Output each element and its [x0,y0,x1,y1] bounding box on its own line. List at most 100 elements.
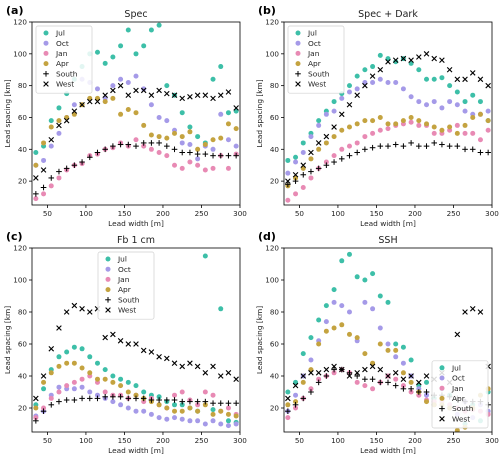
panel-c-point-jul [118,376,124,382]
panel-d-point-apr [354,335,360,341]
panel-d-point-apr [362,351,368,357]
panel-a-xtick-label: 250 [195,209,209,218]
panel-d-point-west-b [292,382,299,389]
panel-b-point-west [392,57,399,63]
panel-c-point-south [217,400,224,406]
panel-a-point-jul [164,83,170,89]
panel-a-point-west-b [110,87,116,94]
panel-d-point-south [354,373,360,379]
panel-b-ytick-label: 60 [270,113,280,122]
panel-c-xtick-label: 300 [233,436,247,445]
panel-b-point-apr [393,121,399,127]
panel-b-point-west [377,66,384,73]
panel-a-point-apr [56,118,62,124]
panel-b-point-oct [416,99,422,105]
panel-c-point-apr [202,402,208,408]
panel-b-ytick-label: 80 [270,81,280,90]
panel-c-point-south [94,395,101,402]
panel-b-point-jul [393,59,399,65]
panel-d-legend-south: South [452,404,474,413]
panel-a-point-apr [218,135,224,141]
panel-c-legend-marker-south [105,297,111,303]
panel-a-point-west-b [202,92,209,98]
panel-b-point-jan [385,126,391,132]
panel-b-point-south [400,143,407,149]
panel-c-point-west [125,341,132,347]
panel-a-point-jul [218,64,224,70]
panel-a-point-west [110,87,116,94]
panel-b-point-apr [339,127,345,133]
panel-b-point-west [400,55,407,62]
panel-b-point-south [308,168,314,175]
panel-c-point-oct [56,384,62,390]
panel-c-point-south [187,398,193,405]
panel-c-point-south [148,397,155,403]
panel-d-point-west-b [300,373,307,379]
panel-d-point-oct [339,303,345,309]
panel-a-ylabel: Lead spacing [km] [3,79,12,147]
panel-d-point-jul [354,274,360,280]
panel-b-point-oct [462,108,468,114]
panel-c-point-apr [48,370,54,376]
panel-b-point-south [300,171,307,178]
panel-c-point-west-b [202,370,209,376]
panel-b-point-oct [485,108,491,114]
panel-c-point-south [164,397,170,403]
panel-a-xlabel: Lead width [m] [108,219,164,228]
panel-a-point-south [94,149,101,156]
panel-a-point-apr [172,130,178,136]
panel-c-point-west [194,363,201,370]
panel-a-point-west-b [233,105,239,111]
panel-c-legend-marker-jan [105,276,111,282]
panel-b-point-south [423,143,430,149]
panel-d-point-south [377,379,384,386]
panel-d-point-apr [454,427,460,432]
panel-a-point-south [33,191,39,197]
panel-c-point-south [194,398,201,405]
panel-c-xtick-label: 50 [43,436,53,445]
panel-b-point-south [354,149,360,156]
panel-d-point-jul [316,317,322,323]
panel-a-point-south [171,146,178,153]
panel-d-point-west [331,363,337,370]
panel-c-ytick-label: 100 [13,276,27,285]
panel-d-legend-marker-west-b [439,416,445,422]
panel-b-point-west-b [416,54,422,60]
panel-d-ytick-label: 80 [270,308,280,317]
panel-b-point-west-b [400,55,407,62]
panel-b-point-jan [470,130,476,136]
panel-d-point-oct [370,306,376,312]
panel-d-point-west-b [315,370,322,376]
panel-d-point-west-b [385,373,391,379]
panel-c-point-oct [210,418,216,424]
panel-c-point-south [156,397,162,403]
panel-c: (c) Fb 1 cm 50 100 150 200 250 300 20 40 60 80 100 12… [3,230,247,455]
panel-d-point-west [323,366,330,373]
panel-c-legend-marker-jul [105,256,111,262]
panel-c-point-south [63,397,70,403]
panel-a-point-west-b [63,117,70,124]
panel-a-point-south [210,152,216,159]
panel-b-point-jan [408,119,414,125]
panel-c-point-oct [172,415,178,421]
panel-b-point-west [416,54,422,60]
panel-c-legend-marker-oct [105,266,111,272]
panel-a-point-jul [33,149,39,155]
panel-a-legend-marker-apr [43,61,49,67]
panel-a-point-oct [48,143,54,149]
panel-d-legend-marker-west [439,416,445,422]
panel-d-point-jul [400,344,406,350]
panel-b-point-south [392,141,399,148]
panel-d-point-apr [339,322,345,328]
panel-b-legend-south: South [308,69,330,78]
panel-a-title: Spec [124,9,147,20]
panel-a-legend-south: South [56,69,78,78]
panel-c-legend-south: South [118,295,140,304]
panel-a-ytick-label: 120 [13,18,27,27]
panel-d-legend-oct: Oct [452,374,465,383]
panel-b-point-west-b [439,57,445,63]
panel-a-ytick-label: 60 [18,113,28,122]
panel-b-point-jul [470,92,476,98]
panel-c-point-west [164,355,170,362]
panel-c-point-south [171,397,178,403]
